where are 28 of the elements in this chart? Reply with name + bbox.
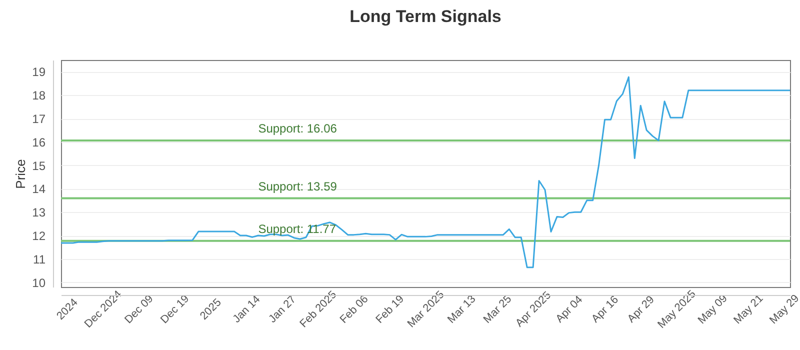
y-tick-label: 17 [32, 112, 46, 126]
x-tick-label: Dec 19 [158, 292, 192, 326]
chart-title: Long Term Signals [350, 7, 502, 26]
y-tick-label: 13 [32, 206, 46, 220]
x-tick-label: Jan 27 [266, 294, 299, 326]
x-tick-label: Mar 13 [446, 293, 478, 326]
x-tick-label: Feb 19 [374, 293, 406, 326]
x-tick-label: Dec 09 [122, 292, 156, 326]
x-tick-label: Jan 14 [230, 294, 263, 326]
y-tick-label: 12 [32, 229, 46, 244]
y-axis-title: Price [13, 159, 28, 189]
x-tick-label: Apr 04 [554, 294, 586, 326]
x-tick-label: Feb 06 [338, 293, 371, 326]
line-series [60, 76, 791, 268]
y-tick-label: 15 [32, 158, 46, 173]
y-tick-label: 10 [32, 276, 46, 290]
x-tick-label: Mar 25 [481, 293, 514, 326]
y-tick-label: 19 [32, 65, 46, 80]
y-tick-label: 16 [32, 135, 46, 150]
x-tick-label: May 21 [732, 292, 766, 326]
y-tick-label: 18 [32, 88, 46, 103]
x-tick-label: Apr 29 [625, 294, 657, 326]
ref-line-label: Support: 13.59 [258, 179, 338, 194]
y-tick-label: 14 [32, 182, 46, 196]
x-tick-label: Apr 16 [590, 294, 621, 326]
x-tick-label: May 29 [768, 292, 800, 326]
y-tick-label: 11 [33, 252, 46, 266]
ref-line-label: Support: 16.06 [258, 122, 338, 136]
